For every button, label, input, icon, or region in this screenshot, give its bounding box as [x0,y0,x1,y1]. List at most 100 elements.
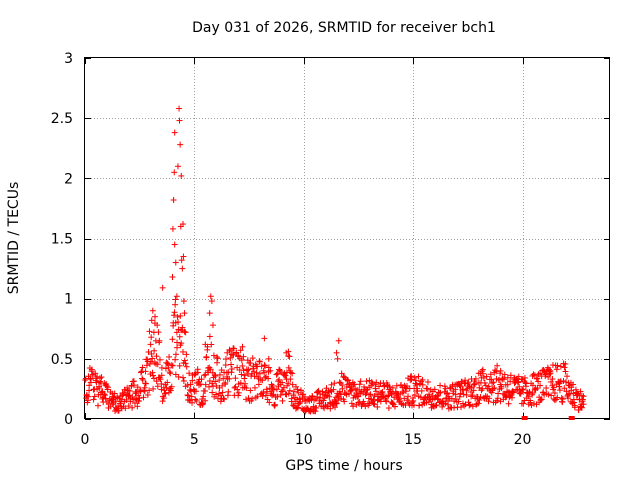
data-point [377,398,384,405]
data-point [209,380,216,387]
data-point [206,333,213,340]
data-point [147,341,154,348]
data-point [171,129,178,136]
data-point [492,367,499,374]
data-point [500,376,507,383]
data-point [554,394,561,401]
data-point [389,390,396,397]
data-point [199,396,206,403]
data-point [139,376,146,383]
data-point [434,393,441,400]
data-point [203,353,210,360]
data-point [336,379,343,386]
data-point [279,379,286,386]
data-point [202,381,209,388]
data-point [410,397,417,404]
data-point [132,400,139,407]
chart-title: Day 031 of 2026, SRMTID for receiver bch… [192,20,496,36]
data-point [135,392,142,399]
data-point [202,397,209,404]
data-point [465,379,472,386]
data-point [198,376,205,383]
data-point [173,344,180,351]
data-point [182,360,189,367]
data-point [489,380,496,387]
data-point [174,339,181,346]
data-point [578,404,585,411]
data-point [146,387,153,394]
data-point [180,221,186,228]
data-point [498,385,505,392]
data-point [173,293,180,300]
data-point [172,351,179,358]
data-point [185,392,192,399]
data-point [437,389,444,396]
data-point [149,307,156,314]
data-point [249,355,256,362]
data-point [244,357,251,364]
data-point [580,393,587,400]
data-point [432,402,439,409]
data-point [269,392,276,399]
data-point [162,390,169,397]
data-point [461,402,468,409]
data-point [411,374,418,381]
data-point [176,362,183,369]
data-point [341,398,348,405]
data-point [183,363,190,370]
data-point [543,384,550,391]
data-point [222,362,229,369]
data-point [122,405,129,412]
data-point [561,385,568,392]
data-point [182,329,189,336]
data-point [101,392,108,399]
data-point [167,370,174,377]
data-point [287,369,294,376]
data-point [251,384,258,391]
data-point [251,373,258,380]
data-point [216,377,223,384]
data-point [119,389,126,396]
data-point [331,380,338,387]
data-point [272,401,279,408]
data-point [290,402,297,409]
data-point [286,387,293,394]
data-point [280,384,287,391]
data-point [333,400,340,407]
data-point [289,381,296,388]
data-point [435,395,442,402]
data-point [351,381,358,388]
data-point [164,379,171,386]
data-point [366,377,373,384]
data-point [156,356,163,363]
data-point [142,368,149,375]
data-point [476,396,483,403]
data-point [456,393,463,400]
data-point [333,349,340,356]
data-point [172,301,179,308]
data-point [397,390,404,397]
data-point [171,169,178,176]
data-point [553,366,560,373]
data-point [297,387,304,394]
data-point [204,343,211,350]
data-point [460,391,467,398]
data-point [151,375,158,382]
data-point [181,328,188,335]
data-point [470,381,477,388]
data-point [469,403,476,410]
y-tick-label: 0.5 [51,352,73,368]
data-point [475,400,482,407]
data-point [146,328,153,335]
data-point [245,395,252,402]
data-point [146,361,153,368]
data-point [267,367,274,374]
data-point [338,370,345,377]
data-point [370,400,377,407]
data-point [446,384,453,391]
data-point [232,375,239,382]
data-point [501,371,508,378]
data-point [577,388,584,395]
data-point [457,390,464,397]
data-point [458,404,465,411]
